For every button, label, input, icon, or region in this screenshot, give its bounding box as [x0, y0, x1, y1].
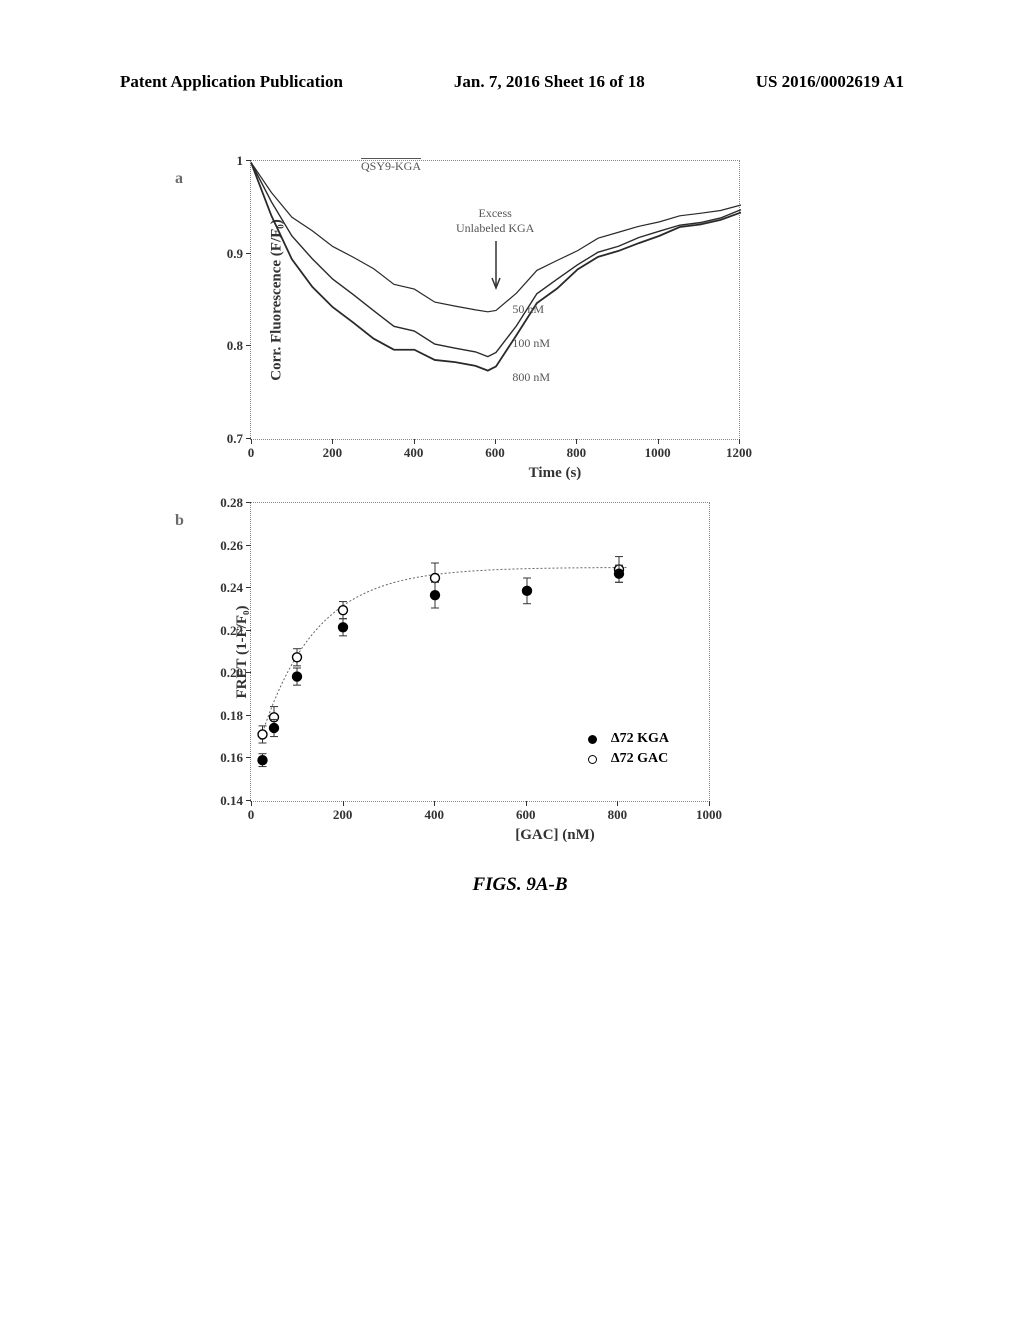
y-tick-label: 0.8: [227, 338, 251, 354]
panel-a: a Corr. Fluorescence (F/F₀) 0.70.80.9102…: [180, 160, 860, 482]
y-tick-label: 1: [237, 153, 252, 169]
figure-caption: FIGS. 9A-B: [180, 874, 860, 896]
y-tick-label: 0.16: [220, 750, 251, 766]
annotation-excess: ExcessUnlabeled KGA: [456, 206, 534, 236]
open-circle-icon: [588, 755, 597, 764]
figure-container: a Corr. Fluorescence (F/F₀) 0.70.80.9102…: [180, 160, 860, 896]
y-tick-label: 0.9: [227, 246, 251, 262]
y-tick-label: 0.20: [220, 665, 251, 681]
page-header: Patent Application Publication Jan. 7, 2…: [0, 72, 1024, 92]
annotation-qsy9: QSY9-KGA: [361, 159, 421, 174]
y-tick-label: 0.24: [220, 580, 251, 596]
header-left: Patent Application Publication: [120, 72, 343, 92]
panel-a-label: a: [175, 170, 183, 188]
chart-a-svg: [251, 161, 741, 441]
chart-a-xlabel: Time (s): [250, 465, 860, 482]
legend-row-gac: Δ72 GAC: [588, 751, 669, 767]
legend-label-gac: Δ72 GAC: [611, 751, 668, 767]
series-label: 50 nM: [512, 302, 544, 317]
chart-b-legend: Δ72 KGA Δ72 GAC: [588, 731, 669, 771]
plot-area-a: Corr. Fluorescence (F/F₀) 0.70.80.910200…: [250, 160, 740, 440]
filled-circle-icon: [588, 735, 597, 744]
y-tick-label: 0.26: [220, 538, 251, 554]
y-tick-label: 0.22: [220, 623, 251, 639]
panel-b-label: b: [175, 512, 184, 530]
chart-b-xlabel: [GAC] (nM): [250, 827, 860, 844]
series-label: 800 nM: [512, 370, 550, 385]
y-tick-label: 0.28: [220, 495, 251, 511]
panel-b: b FRET (1-F/F₀) Δ72 KGA Δ72 GAC 0.140.16…: [180, 502, 860, 844]
y-tick-label: 0.18: [220, 708, 251, 724]
plot-area-b: FRET (1-F/F₀) Δ72 KGA Δ72 GAC 0.140.160.…: [250, 502, 710, 802]
legend-label-kga: Δ72 KGA: [611, 731, 669, 747]
chart-b: FRET (1-F/F₀) Δ72 KGA Δ72 GAC 0.140.160.…: [250, 502, 860, 844]
y-tick-label: 0.14: [220, 793, 251, 809]
chart-a: Corr. Fluorescence (F/F₀) 0.70.80.910200…: [250, 160, 860, 482]
legend-row-kga: Δ72 KGA: [588, 731, 669, 747]
series-label: 100 nM: [512, 336, 550, 351]
chart-b-ylabel: FRET (1-F/F₀): [234, 606, 251, 699]
header-center: Jan. 7, 2016 Sheet 16 of 18: [454, 72, 645, 92]
header-right: US 2016/0002619 A1: [756, 72, 904, 92]
